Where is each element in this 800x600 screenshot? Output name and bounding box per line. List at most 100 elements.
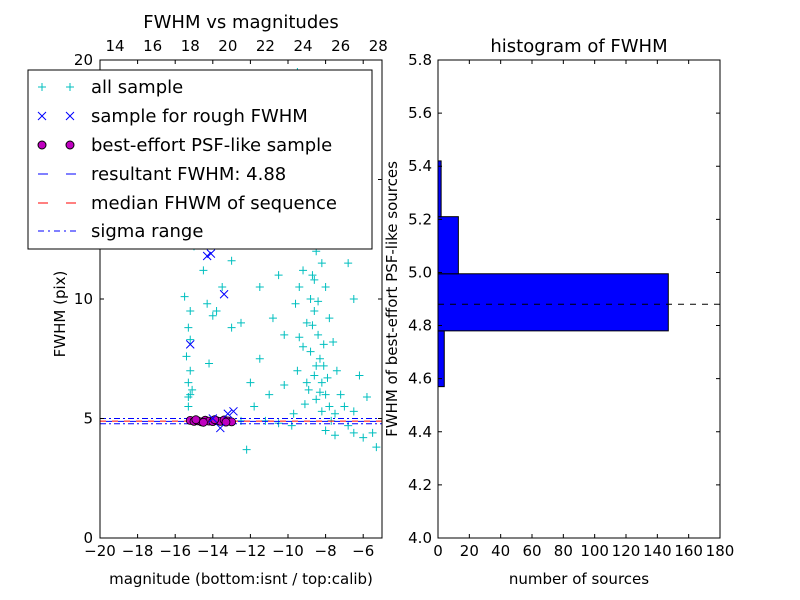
rough-fwhm-point xyxy=(202,251,212,261)
all-sample-point xyxy=(182,352,191,361)
all-sample-point xyxy=(184,378,193,387)
y-tick-label: 5.2 xyxy=(408,210,432,228)
all-sample-point xyxy=(302,378,311,387)
y-axis-label: FWHM (pix) xyxy=(51,271,69,358)
all-sample-point xyxy=(184,323,193,332)
all-sample-point xyxy=(329,338,338,347)
y-tick-label: 5.0 xyxy=(408,263,432,281)
all-sample-point xyxy=(368,428,377,437)
top-x-tick-label: 28 xyxy=(369,37,388,55)
top-x-tick-label: 24 xyxy=(293,37,312,55)
legend-item: all sample xyxy=(38,77,183,98)
circle-marker-icon xyxy=(37,140,47,150)
all-sample-point xyxy=(308,271,317,280)
all-sample-point xyxy=(280,381,289,390)
all-sample-point xyxy=(180,292,189,301)
all-sample-point xyxy=(186,335,195,344)
y-tick-label: 4.0 xyxy=(408,529,432,547)
y-tick-label: 0 xyxy=(83,529,93,547)
all-sample-point xyxy=(212,306,221,315)
all-sample-point xyxy=(280,330,289,339)
all-sample-point xyxy=(315,388,324,397)
legend-label: all sample xyxy=(91,77,183,98)
all-sample-point xyxy=(314,297,323,306)
all-sample-point xyxy=(295,283,304,292)
all-sample-point xyxy=(299,266,308,275)
all-sample-point xyxy=(355,371,364,380)
all-sample-point xyxy=(349,407,358,416)
rough-fwhm-point xyxy=(229,406,238,416)
all-sample-point xyxy=(205,359,214,368)
all-sample-point xyxy=(237,318,245,327)
all-sample-point xyxy=(325,314,334,323)
all-sample-point xyxy=(186,306,195,315)
all-sample-point xyxy=(242,445,251,454)
rough-fwhm-point xyxy=(208,414,218,423)
all-sample-point xyxy=(302,318,311,327)
x-tick-label: 140 xyxy=(643,542,672,560)
psf-like-point xyxy=(191,415,201,425)
x-tick-label: 120 xyxy=(612,542,641,560)
all-sample-point xyxy=(300,400,309,409)
legend-item: resultant FWHM: 4.88 xyxy=(38,164,286,185)
all-sample-point xyxy=(362,392,371,401)
legend-label: resultant FWHM: 4.88 xyxy=(91,164,286,185)
all-sample-point xyxy=(289,409,298,418)
all-sample-point xyxy=(227,323,236,332)
all-sample-point xyxy=(321,283,330,292)
all-sample-point xyxy=(321,426,330,435)
all-sample-point xyxy=(304,385,313,394)
legend-label: sigma range xyxy=(91,221,203,242)
all-sample-point xyxy=(315,354,324,363)
all-sample-point xyxy=(359,433,368,442)
x-axis-label: magnitude (bottom:isnt / top:calib) xyxy=(109,570,373,588)
y-axis-label: FWHM of best-effort PSF-like sources xyxy=(383,161,401,437)
rough-fwhm-point xyxy=(223,409,233,419)
all-sample-point xyxy=(340,402,349,411)
top-x-tick-label: 14 xyxy=(105,37,124,55)
top-x-tick-label: 18 xyxy=(181,37,200,55)
y-tick-label: 5.6 xyxy=(408,104,432,122)
rough-fwhm-point xyxy=(206,249,216,258)
all-sample-point xyxy=(323,373,332,382)
y-tick-label: 4.4 xyxy=(408,423,432,441)
all-sample-point xyxy=(319,340,328,349)
x-tick-label: 40 xyxy=(491,542,510,560)
all-sample-point xyxy=(227,256,236,265)
x-tick-label: −14 xyxy=(197,542,229,560)
all-sample-point xyxy=(336,390,345,399)
y-tick-label: 20 xyxy=(74,51,93,69)
top-x-tick-label: 26 xyxy=(331,37,350,55)
all-sample-point xyxy=(287,421,296,430)
legend-item: sample for rough FWHM xyxy=(37,106,308,127)
x-marker-icon xyxy=(37,111,47,121)
histogram-bar xyxy=(437,216,459,275)
all-sample-point xyxy=(344,259,353,268)
legend-label: best-effort PSF-like sample xyxy=(91,135,332,156)
all-sample-point xyxy=(319,361,328,370)
all-sample-point xyxy=(349,295,358,303)
legend-item: sigma range xyxy=(38,221,203,242)
all-sample-point xyxy=(349,428,358,437)
psf-like-point xyxy=(198,417,208,427)
all-sample-point xyxy=(331,431,339,440)
rough-fwhm-point xyxy=(185,340,195,349)
all-sample-point xyxy=(317,259,326,268)
all-sample-point xyxy=(186,366,195,375)
all-sample-point xyxy=(325,402,334,411)
all-sample-point xyxy=(218,283,227,292)
all-sample-point xyxy=(250,402,259,411)
histogram-panel: 0 20 40 60 80 100 120 140 160 180 4.0 4.2 4.4 4.6 4.8 5… xyxy=(383,36,734,588)
x-tick-label: 160 xyxy=(674,542,703,560)
all-sample-point xyxy=(184,402,193,411)
all-sample-point xyxy=(274,271,283,280)
x-tick-label: −6 xyxy=(352,542,374,560)
all-sample-point xyxy=(344,421,353,430)
all-sample-point xyxy=(306,295,315,303)
top-x-tick-label: 16 xyxy=(143,37,162,55)
all-sample-point xyxy=(317,407,326,416)
y-tick-label: 4.2 xyxy=(408,476,432,494)
x-tick-label: 60 xyxy=(522,542,541,560)
circle-marker-icon xyxy=(65,140,75,150)
all-sample-point xyxy=(372,443,381,452)
